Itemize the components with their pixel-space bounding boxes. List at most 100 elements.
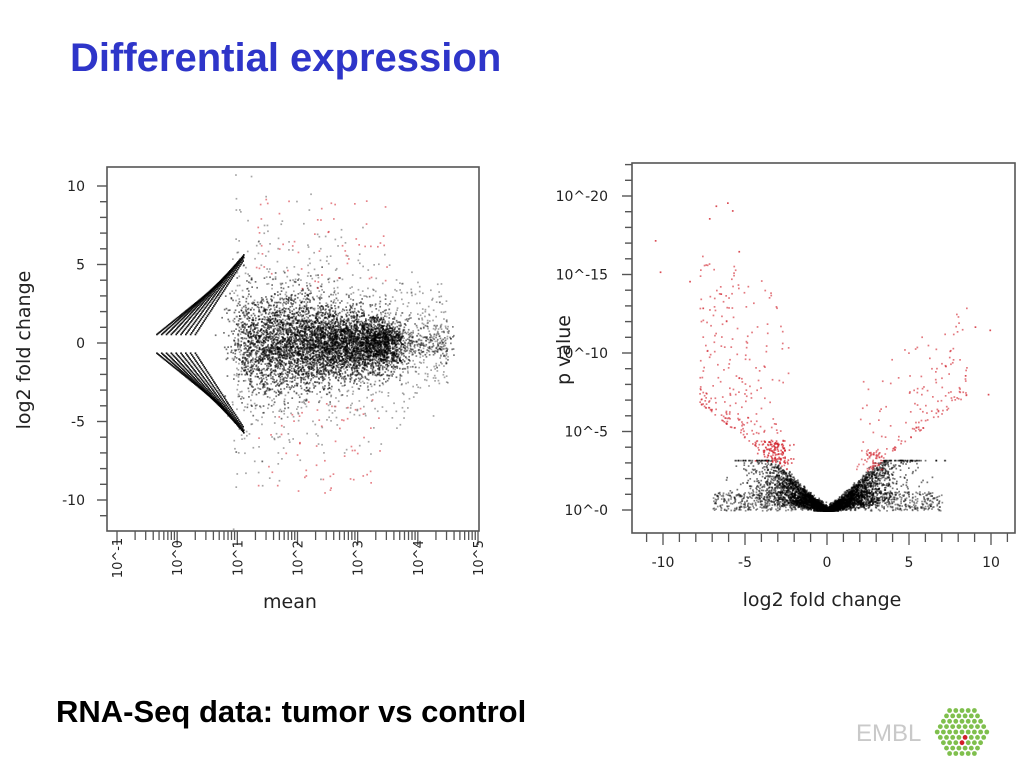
ma-point	[306, 307, 308, 310]
ma-point	[279, 340, 282, 342]
ma-point	[293, 315, 295, 318]
ma-point	[274, 293, 276, 296]
ma-point	[268, 309, 271, 311]
ma-point	[346, 325, 348, 327]
ma-point	[268, 336, 271, 338]
ma-point	[346, 350, 348, 353]
ma-point	[382, 316, 385, 319]
ma-point	[381, 339, 383, 341]
ma-point	[395, 360, 397, 363]
ma-point	[356, 356, 358, 359]
ma-point	[394, 345, 397, 347]
ma-point	[314, 328, 317, 330]
ma-point	[303, 328, 305, 330]
ma-point	[329, 310, 331, 312]
ma-point	[365, 331, 368, 334]
ma-point	[252, 414, 255, 417]
ma-point	[274, 301, 276, 304]
ma-point	[369, 360, 371, 363]
ma-point	[243, 329, 245, 331]
ma-point	[345, 361, 348, 364]
ma-point	[266, 348, 269, 351]
ma-point	[407, 333, 410, 336]
ma-point	[346, 347, 349, 350]
ma-point	[390, 371, 393, 373]
ma-point	[293, 328, 296, 331]
ma-point	[246, 318, 249, 320]
ma-point	[318, 337, 321, 339]
ma-point	[312, 307, 315, 310]
ma-point	[335, 328, 338, 331]
ma-point	[272, 330, 274, 332]
ma-point	[321, 355, 324, 357]
ma-point	[234, 342, 237, 345]
ma-point	[283, 380, 286, 383]
ma-point	[382, 330, 385, 333]
ma-point	[286, 315, 288, 317]
ma-point	[301, 320, 303, 322]
ma-point	[357, 359, 360, 361]
ma-point	[339, 330, 341, 332]
ma-point	[283, 351, 286, 353]
ma-point	[305, 348, 308, 350]
ma-point	[263, 386, 266, 388]
ma-point	[334, 338, 337, 340]
ma-point	[325, 305, 328, 307]
ma-point	[303, 389, 306, 391]
ma-point	[272, 359, 275, 362]
ma-point	[321, 353, 323, 356]
ma-point	[299, 350, 302, 352]
ma-point	[264, 381, 267, 383]
ma-point	[376, 339, 378, 342]
ma-point	[316, 381, 318, 384]
ma-point	[328, 353, 331, 355]
ma-point	[318, 297, 321, 299]
ma-point	[279, 362, 282, 364]
ma-point	[391, 343, 394, 346]
ma-point	[340, 355, 343, 358]
ma-point	[294, 334, 297, 337]
ma-point	[267, 336, 270, 339]
ma-point	[331, 385, 333, 388]
ma-point	[364, 364, 367, 366]
ma-point	[250, 337, 253, 340]
ma-point	[393, 331, 396, 333]
ma-point	[338, 360, 341, 362]
ma-point	[366, 349, 368, 352]
ma-point	[329, 337, 331, 340]
ma-point	[262, 326, 265, 328]
ma-point	[348, 348, 351, 351]
ma-point	[404, 331, 407, 334]
ma-point	[290, 348, 293, 351]
ma-point	[304, 328, 306, 330]
ma-point	[353, 357, 356, 359]
ma-point	[393, 359, 396, 361]
ma-point	[325, 325, 327, 328]
ma-point	[307, 295, 310, 297]
ma-point	[365, 335, 368, 338]
ma-point	[324, 348, 327, 351]
ma-point	[350, 322, 353, 324]
ma-point	[358, 346, 360, 348]
ma-point	[335, 375, 338, 378]
ma-point	[242, 361, 245, 364]
ma-point	[349, 375, 352, 378]
ma-point	[323, 354, 325, 357]
ma-point	[382, 356, 384, 358]
ma-point	[270, 405, 273, 407]
ma-point	[329, 308, 332, 311]
ma-point	[279, 364, 282, 367]
ma-point	[263, 373, 265, 376]
ma-point	[328, 391, 331, 394]
ma-point	[247, 354, 249, 356]
ma-point	[273, 381, 276, 383]
ma-point	[330, 366, 333, 369]
ma-point	[319, 322, 322, 325]
ma-point	[330, 315, 333, 318]
ma-point	[305, 371, 308, 374]
ma-point	[341, 330, 343, 333]
ma-point	[314, 357, 317, 360]
ma-point	[372, 353, 375, 355]
ma-point	[326, 346, 328, 348]
ma-point	[267, 365, 270, 367]
